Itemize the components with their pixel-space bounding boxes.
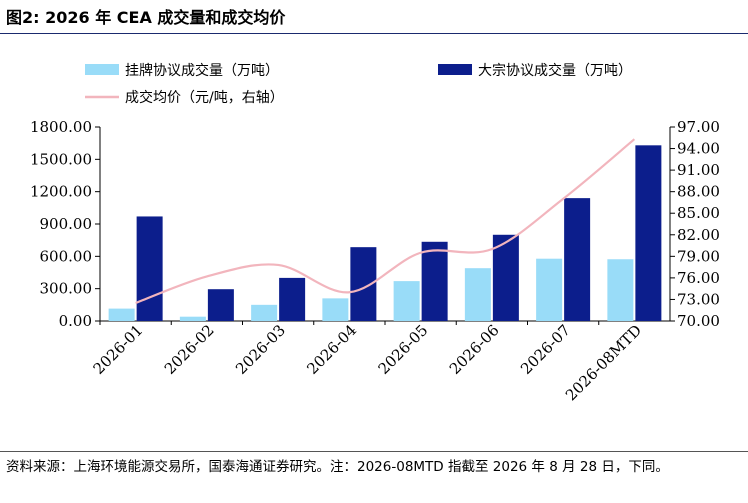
bar-block [421,241,448,321]
bar-listed [464,268,491,321]
x-tick-label: 2026-01 [90,321,147,378]
bar-listed [322,298,349,321]
y-right-tick-label: 70.00 [677,312,720,330]
y-right-tick-label: 97.00 [677,118,720,136]
chart-title: 图2: 2026 年 CEA 成交量和成交均价 [6,8,286,27]
plot-area: 0.00 300.00 600.00 900.00 1200.00 1500.00 1800… [30,118,720,404]
y-left-tick-label: 600.00 [40,247,93,265]
y-left-tick-label: 900.00 [40,215,93,233]
legend-swatch-listed [85,64,119,75]
price-line [135,138,636,305]
footer-divider [0,451,748,452]
y-left-tick-label: 1800.00 [30,118,92,136]
x-tick-label: 2026-07 [517,321,574,378]
bar-listed [251,304,278,321]
bar-listed [108,308,135,321]
bar-listed [393,281,420,321]
y-left-tick-label: 1500.00 [30,150,92,168]
y-left-tick-label: 1200.00 [30,183,92,201]
y-right-tick-label: 76.00 [677,269,720,287]
y-right-tick-label: 91.00 [677,161,720,179]
legend: 挂牌协议成交量（万吨） 大宗协议成交量（万吨） 成交均价（元/吨，右轴） [85,62,632,106]
legend-label-price: 成交均价（元/吨，右轴） [125,89,284,106]
x-tick-label: 2026-06 [446,321,503,378]
legend-swatch-block [438,64,472,75]
bar-listed [536,258,563,321]
legend-label-block: 大宗协议成交量（万吨） [478,62,632,79]
bar-block [136,216,163,321]
x-tick-label: 2026-02 [161,321,218,378]
bar-listed [607,259,634,321]
legend-label-listed: 挂牌协议成交量（万吨） [125,62,279,79]
source-note: 资料来源：上海环境能源交易所，国泰海通证券研究。注：2026-08MTD 指截至… [6,459,669,475]
y-left-tick-label: 300.00 [40,280,93,298]
x-tick-label: 2026-04 [303,321,360,378]
x-tick-label: 2026-05 [375,321,432,378]
chart: 挂牌协议成交量（万吨） 大宗协议成交量（万吨） 成交均价（元/吨，右轴） 0.0… [30,62,720,404]
title-divider [0,33,748,34]
y-right-tick-label: 85.00 [677,204,720,222]
y-right-tick-label: 88.00 [677,183,720,201]
y-right-tick-label: 82.00 [677,226,720,244]
y-right-tick-label: 79.00 [677,247,720,265]
bar-block [492,234,519,321]
bar-block [635,145,662,321]
y-right-tick-label: 94.00 [677,140,720,158]
bar-listed [179,316,206,321]
y-left-tick-label: 0.00 [59,312,92,330]
x-tick-label: 2026-08MTD [562,321,645,404]
x-tick-label: 2026-03 [232,321,289,378]
bar-block [279,277,306,321]
y-right-tick-label: 73.00 [677,290,720,308]
bar-block [564,198,591,321]
bar-block [207,289,234,321]
